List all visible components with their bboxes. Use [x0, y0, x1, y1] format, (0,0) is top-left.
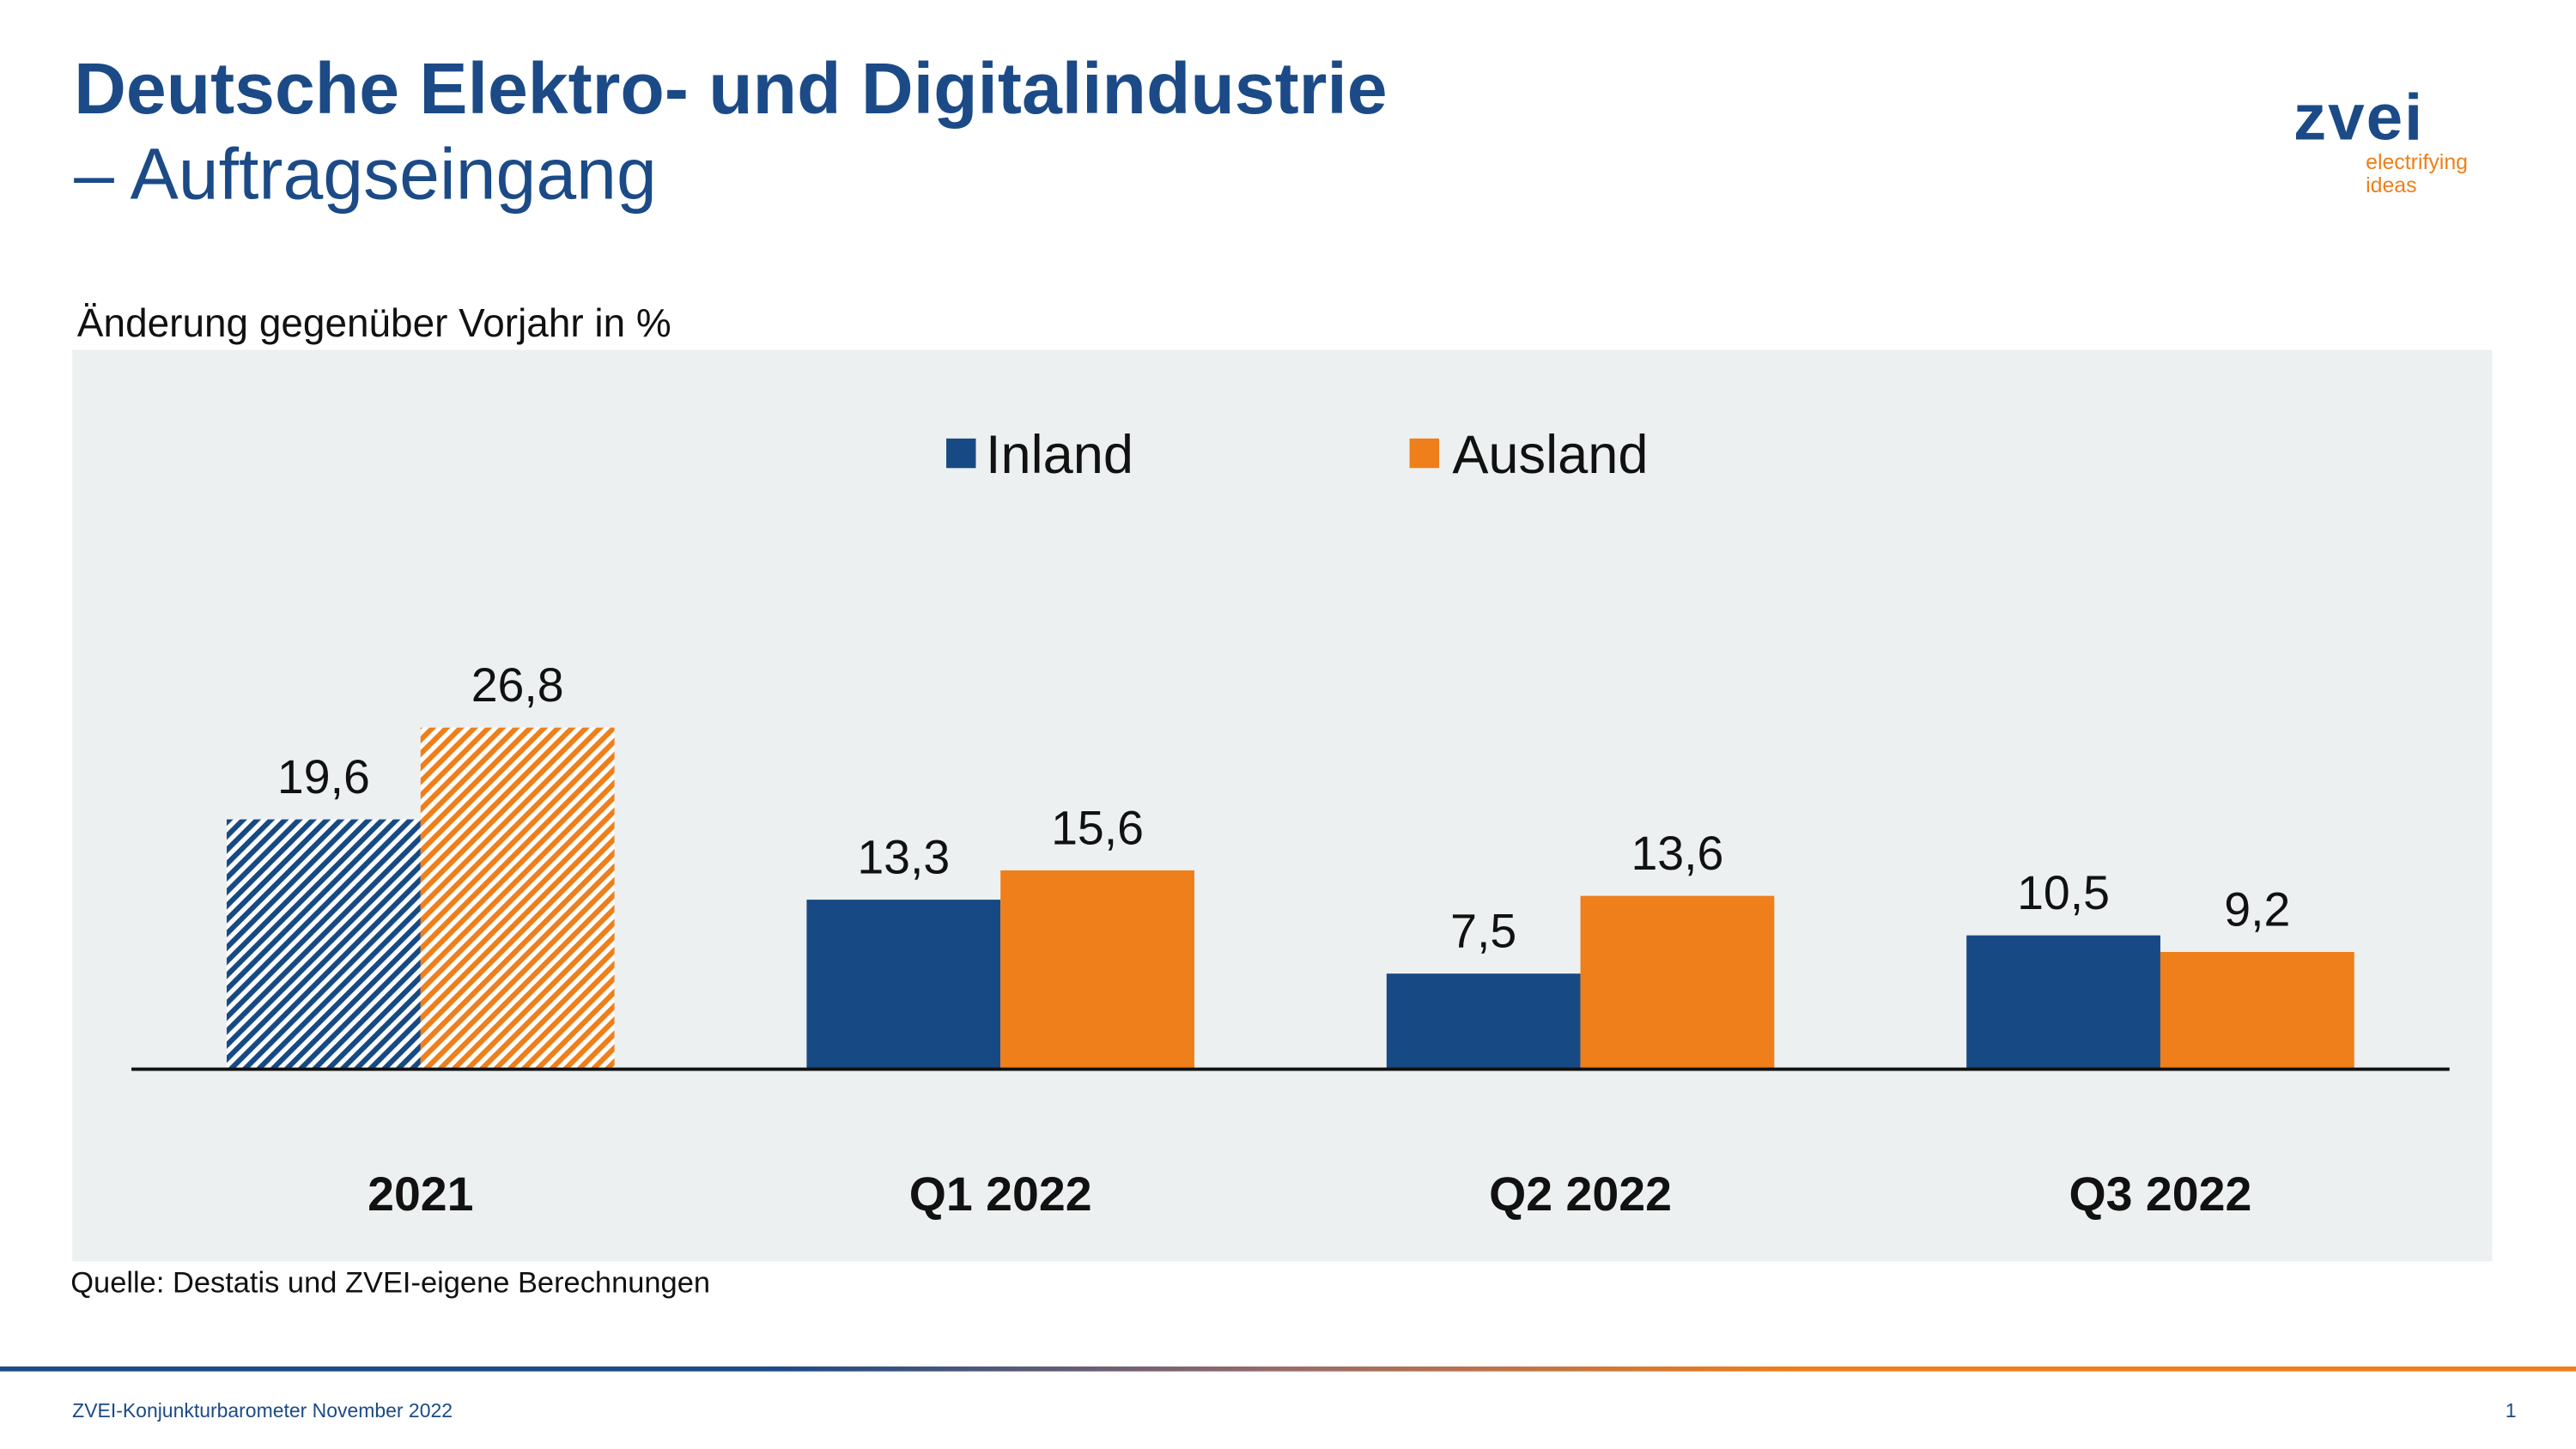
- logo-wordmark: zvei: [2293, 82, 2425, 155]
- data-label: 7,5: [1450, 905, 1516, 958]
- logo-tagline-1: electrifying: [2366, 149, 2469, 174]
- x-tick-label: Q3 2022: [2069, 1167, 2252, 1221]
- data-label: 26,8: [471, 658, 564, 712]
- bar-ausland-q2-2022: [1580, 895, 1775, 1070]
- x-tick-label: 2021: [368, 1167, 473, 1221]
- legend-swatch-inland: [946, 438, 976, 469]
- data-label: 13,6: [1631, 827, 1723, 880]
- legend-label-ausland: Ausland: [1452, 425, 1648, 485]
- legend-label-inland: Inland: [986, 425, 1133, 485]
- bar-inland-2021: [227, 819, 421, 1070]
- bar-inland-q2-2022: [1386, 973, 1581, 1070]
- legend-swatch-ausland: [1409, 438, 1440, 469]
- logo-tagline-2: ideas: [2366, 172, 2417, 197]
- source-note: Quelle: Destatis und ZVEI-eigene Berechn…: [70, 1266, 711, 1300]
- bar-ausland-q3-2022: [2160, 951, 2354, 1070]
- data-label: 10,5: [2017, 866, 2110, 919]
- bar-ausland-2021: [420, 727, 615, 1070]
- footer-gradient-rule: [0, 1366, 2576, 1372]
- data-label: 19,6: [277, 750, 370, 803]
- footer-text: ZVEI-Konjunkturbarometer November 2022: [72, 1399, 453, 1422]
- data-label: 15,6: [1051, 801, 1144, 854]
- bar-ausland-q1-2022: [1000, 870, 1194, 1070]
- page-title: Deutsche Elektro- und Digitalindustrie: [74, 49, 1388, 130]
- bar-inland-q1-2022: [806, 900, 1001, 1070]
- page-subtitle: – Auftragseingang: [74, 134, 657, 215]
- x-tick-label: Q1 2022: [909, 1167, 1092, 1221]
- x-tick-label: Q2 2022: [1489, 1167, 1672, 1221]
- chart-ylabel: Änderung gegenüber Vorjahr in %: [76, 302, 671, 347]
- data-label: 13,3: [857, 830, 950, 883]
- bar-inland-q3-2022: [1966, 935, 2160, 1070]
- page-number: 1: [2505, 1399, 2517, 1422]
- zvei-logo: zvei electrifying ideas: [2293, 85, 2468, 197]
- data-label: 9,2: [2224, 882, 2290, 936]
